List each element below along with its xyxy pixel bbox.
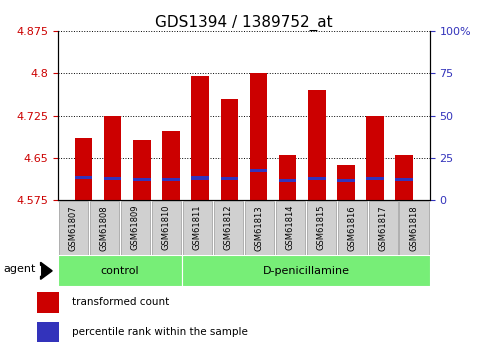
Bar	[183, 201, 213, 255]
Bar	[221, 177, 238, 180]
Bar	[191, 176, 209, 180]
Bar	[337, 179, 355, 182]
Text: percentile rank within the sample: percentile rank within the sample	[72, 326, 248, 336]
Text: agent: agent	[3, 264, 35, 274]
Bar	[369, 201, 398, 255]
Bar	[89, 201, 119, 255]
Text: GSM61810: GSM61810	[162, 205, 171, 250]
Bar	[275, 201, 305, 255]
Bar	[366, 116, 384, 200]
Bar	[152, 201, 181, 255]
Bar	[308, 90, 326, 200]
Bar	[399, 201, 429, 255]
Bar	[396, 155, 413, 200]
Bar	[37, 292, 59, 313]
Bar	[279, 155, 297, 200]
Bar	[58, 201, 88, 255]
Bar	[337, 165, 355, 200]
FancyArrow shape	[41, 262, 52, 279]
Bar	[213, 201, 243, 255]
Title: GDS1394 / 1389752_at: GDS1394 / 1389752_at	[155, 15, 333, 31]
Bar	[104, 177, 122, 180]
Text: GSM61816: GSM61816	[348, 205, 357, 250]
Bar	[133, 140, 151, 200]
Text: transformed count: transformed count	[72, 297, 169, 307]
Bar	[250, 169, 267, 172]
Bar	[121, 201, 150, 255]
Text: GSM61809: GSM61809	[131, 205, 140, 250]
Text: GSM61812: GSM61812	[224, 205, 233, 250]
Bar	[191, 76, 209, 200]
Bar	[250, 73, 267, 200]
Bar	[307, 201, 336, 255]
Bar	[104, 116, 122, 200]
Bar	[133, 178, 151, 181]
Bar	[162, 131, 180, 200]
Bar	[182, 255, 430, 286]
Bar	[338, 201, 367, 255]
Text: GSM61817: GSM61817	[379, 205, 388, 250]
Bar	[37, 322, 59, 342]
Text: GSM61813: GSM61813	[255, 205, 264, 250]
Text: GSM61814: GSM61814	[286, 205, 295, 250]
Bar	[75, 176, 92, 179]
Bar	[396, 178, 413, 181]
Bar	[162, 178, 180, 181]
Text: GSM61808: GSM61808	[100, 205, 109, 250]
Text: GSM61815: GSM61815	[317, 205, 326, 250]
Bar	[75, 138, 92, 200]
Bar	[221, 99, 238, 200]
Bar	[279, 179, 297, 182]
Text: GSM61811: GSM61811	[193, 205, 202, 250]
Bar	[308, 177, 326, 180]
Bar	[58, 255, 182, 286]
Text: D-penicillamine: D-penicillamine	[262, 266, 349, 276]
Text: GSM61818: GSM61818	[410, 205, 419, 250]
Text: control: control	[100, 266, 139, 276]
Bar	[244, 201, 274, 255]
Text: GSM61807: GSM61807	[69, 205, 78, 250]
Bar	[366, 177, 384, 180]
